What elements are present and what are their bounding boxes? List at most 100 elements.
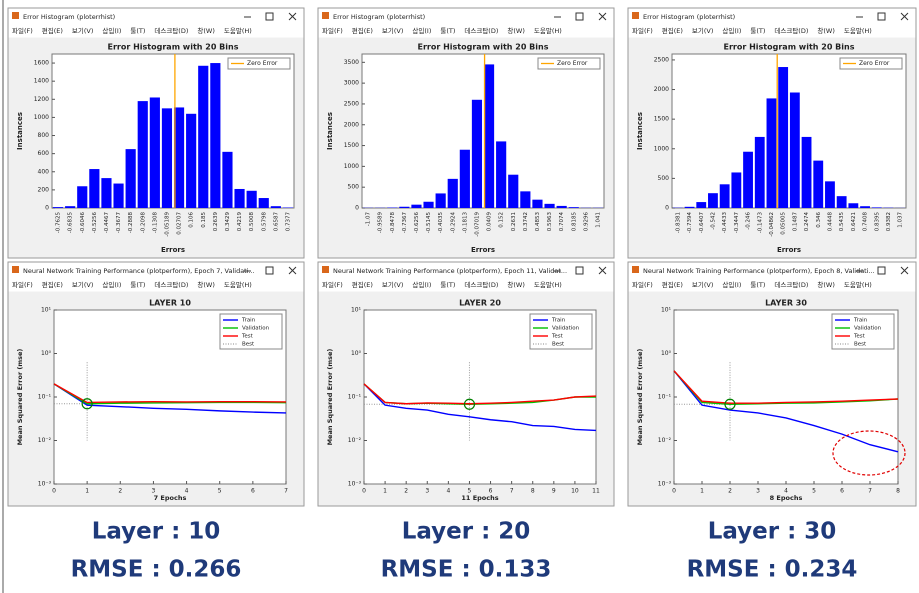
bar bbox=[813, 160, 824, 208]
y-axis-label: Instances bbox=[326, 112, 334, 150]
maximize-button[interactable] bbox=[265, 266, 274, 275]
maximize-button[interactable] bbox=[265, 12, 274, 21]
x-tick-label: -0.246 bbox=[746, 212, 752, 230]
bar bbox=[871, 207, 882, 208]
maximize-button[interactable] bbox=[877, 266, 886, 275]
best-marker bbox=[81, 398, 93, 410]
x-tick-label: -0.4467 bbox=[104, 212, 110, 234]
maximize-button[interactable] bbox=[575, 266, 584, 275]
close-button[interactable] bbox=[900, 12, 909, 21]
menu-item[interactable]: 툴(T) bbox=[750, 281, 765, 289]
menu-item[interactable]: 도움말(H) bbox=[224, 27, 252, 35]
maximize-button[interactable] bbox=[575, 12, 584, 21]
x-tick-label: -0.6046 bbox=[80, 212, 86, 234]
bar bbox=[754, 136, 765, 208]
bar bbox=[860, 206, 870, 208]
menu-item[interactable]: 파일(F) bbox=[632, 280, 653, 289]
x-tick-label: 0 bbox=[672, 488, 676, 495]
menu-item[interactable]: 파일(F) bbox=[12, 26, 33, 35]
y-tick-label: 10⁻² bbox=[658, 437, 672, 444]
menu-item[interactable]: 삽입(I) bbox=[412, 280, 431, 289]
menu-item[interactable]: 툴(T) bbox=[750, 27, 765, 35]
menu-item[interactable]: 데스크탑(D) bbox=[464, 281, 498, 289]
menu-item[interactable]: 파일(F) bbox=[322, 26, 343, 35]
menu-item[interactable]: 데스크탑(D) bbox=[464, 27, 498, 35]
maximize-button[interactable] bbox=[877, 12, 886, 21]
menu-item[interactable]: 데스크탑(D) bbox=[774, 27, 808, 35]
menu-item[interactable]: 도움말(H) bbox=[534, 27, 562, 35]
x-tick-label: 8 bbox=[531, 488, 535, 495]
x-tick-label: 1 bbox=[85, 488, 89, 495]
menu-item[interactable]: 창(W) bbox=[507, 27, 524, 35]
menu-item[interactable]: 창(W) bbox=[817, 281, 834, 289]
menu-item[interactable]: 삽입(I) bbox=[722, 26, 741, 35]
menu-item[interactable]: 창(W) bbox=[197, 281, 214, 289]
menu-item[interactable]: 파일(F) bbox=[322, 280, 343, 289]
menu-item[interactable]: 보기(V) bbox=[692, 280, 713, 289]
caption-layer: Layer : 30 bbox=[708, 519, 837, 545]
menu-item[interactable]: 툴(T) bbox=[130, 27, 145, 35]
menu-item[interactable]: 도움말(H) bbox=[224, 281, 252, 289]
menu-item[interactable]: 편집(E) bbox=[42, 280, 63, 289]
bar bbox=[568, 207, 579, 208]
menu-item[interactable]: 편집(E) bbox=[42, 26, 63, 35]
close-button[interactable] bbox=[900, 266, 909, 275]
y-tick-label: 400 bbox=[38, 168, 50, 175]
x-axis-label: Errors bbox=[471, 246, 495, 254]
menu-item[interactable]: 데스크탑(D) bbox=[154, 27, 188, 35]
x-tick-label: 0.6421 bbox=[851, 212, 857, 231]
menu-item[interactable]: 창(W) bbox=[197, 27, 214, 35]
menu-item[interactable]: 편집(E) bbox=[352, 280, 373, 289]
menu-item[interactable]: 도움말(H) bbox=[844, 281, 872, 289]
close-button[interactable] bbox=[288, 266, 297, 275]
menu-item[interactable]: 툴(T) bbox=[130, 281, 145, 289]
x-tick-label: -0.07019 bbox=[474, 212, 480, 237]
menu-item[interactable]: 삽입(I) bbox=[102, 26, 121, 35]
menu-item[interactable]: 데스크탑(D) bbox=[154, 281, 188, 289]
x-tick-label: 0.6587 bbox=[273, 212, 279, 232]
bar bbox=[719, 184, 730, 208]
series-line bbox=[673, 370, 899, 453]
menu-item[interactable]: 창(W) bbox=[817, 27, 834, 35]
x-tick-label: 0.4448 bbox=[827, 212, 833, 232]
close-button[interactable] bbox=[598, 12, 607, 21]
close-button[interactable] bbox=[598, 266, 607, 275]
menu-item[interactable]: 창(W) bbox=[507, 281, 524, 289]
menu-item[interactable]: 보기(V) bbox=[382, 26, 403, 35]
bar bbox=[52, 207, 64, 208]
menu-item[interactable]: 편집(E) bbox=[662, 280, 683, 289]
menu-item[interactable]: 도움말(H) bbox=[844, 27, 872, 35]
menu-item[interactable]: 삽입(I) bbox=[102, 280, 121, 289]
x-axis-label: 7 Epochs bbox=[154, 494, 187, 502]
x-tick-label: 2 bbox=[404, 488, 408, 495]
menu-item[interactable]: 삽입(I) bbox=[722, 280, 741, 289]
menu-item[interactable]: 보기(V) bbox=[72, 280, 93, 289]
y-tick-label: 1000 bbox=[344, 163, 359, 170]
menu-item[interactable]: 툴(T) bbox=[440, 281, 455, 289]
bar bbox=[508, 174, 519, 208]
menu-item[interactable]: 파일(F) bbox=[12, 280, 33, 289]
menu-item[interactable]: 보기(V) bbox=[692, 26, 713, 35]
menu-item[interactable]: 데스크탑(D) bbox=[774, 281, 808, 289]
menu-item[interactable]: 삽입(I) bbox=[412, 26, 431, 35]
menu-item[interactable]: 보기(V) bbox=[72, 26, 93, 35]
menu-item[interactable]: 보기(V) bbox=[382, 280, 403, 289]
menu-item[interactable]: 도움말(H) bbox=[534, 281, 562, 289]
y-axis-label: Mean Squared Error (mse) bbox=[16, 349, 24, 446]
x-tick-label: -0.4433 bbox=[722, 212, 728, 234]
x-tick-label: 0.9382 bbox=[886, 212, 892, 231]
menu-item[interactable]: 툴(T) bbox=[440, 27, 455, 35]
y-tick-label: 2500 bbox=[654, 56, 669, 63]
legend-label: Best bbox=[854, 342, 867, 348]
x-tick-label: -0.2888 bbox=[128, 212, 134, 234]
app-icon bbox=[12, 12, 19, 19]
menu-item[interactable]: 편집(E) bbox=[352, 26, 373, 35]
series-line bbox=[673, 370, 899, 404]
bar bbox=[778, 67, 789, 209]
close-button[interactable] bbox=[288, 12, 297, 21]
menu-item[interactable]: 파일(F) bbox=[632, 26, 653, 35]
menu-item[interactable]: 편집(E) bbox=[662, 26, 683, 35]
x-tick-label: 5 bbox=[218, 488, 222, 495]
y-axis-label: Mean Squared Error (mse) bbox=[636, 349, 644, 446]
legend-label: Best bbox=[552, 342, 565, 348]
